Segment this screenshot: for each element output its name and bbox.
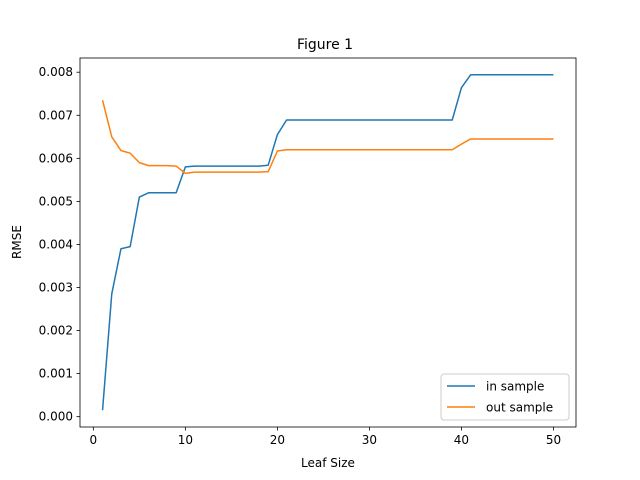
x-tick-label: 50	[546, 433, 561, 447]
y-tick-label: 0.005	[39, 194, 73, 208]
x-axis-label: Leaf Size	[301, 456, 355, 470]
y-tick-label: 0.007	[39, 108, 73, 122]
y-tick-label: 0.002	[39, 324, 73, 338]
y-tick-label: 0.001	[39, 367, 73, 381]
series-line-2	[101, 100, 554, 175]
legend-label-1: in sample	[486, 380, 544, 394]
legend-label-2: out sample	[486, 401, 553, 415]
x-tick-label: 0	[90, 433, 98, 447]
legend: in sample out sample	[440, 373, 570, 421]
x-axis: 0 10 20 30 40 50	[90, 427, 561, 447]
y-axis: 0.000 0.001 0.002 0.003 0.004 0.005 0.006 0.007…	[39, 65, 80, 424]
y-tick-label: 0.003	[39, 280, 73, 294]
series-line-1	[101, 74, 554, 411]
series-layer	[101, 74, 554, 411]
x-tick-label: 10	[178, 433, 193, 447]
plot-area	[79, 57, 577, 428]
x-tick-label: 40	[454, 433, 469, 447]
y-tick-label: 0.008	[39, 65, 73, 79]
chart-title: Figure 1	[297, 37, 353, 53]
y-tick-label: 0.000	[39, 410, 73, 424]
plot-frame	[79, 57, 577, 428]
y-tick-label: 0.006	[39, 151, 73, 165]
y-axis-label: RMSE	[10, 225, 24, 259]
plot-background	[80, 58, 576, 427]
x-tick-label: 30	[362, 433, 377, 447]
y-tick-label: 0.004	[39, 237, 73, 251]
x-tick-label: 20	[270, 433, 285, 447]
